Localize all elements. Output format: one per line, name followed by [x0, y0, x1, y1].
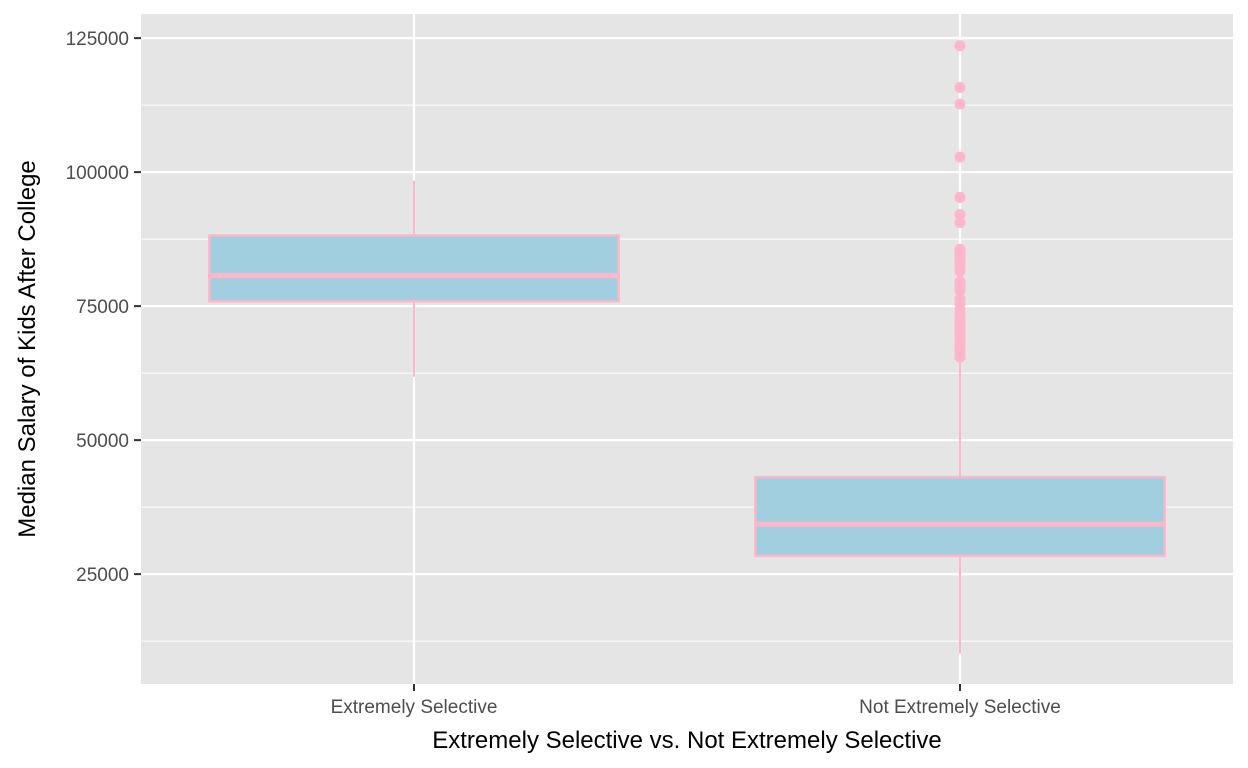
y-tick-label: 50000 — [76, 431, 129, 452]
grid-layer — [141, 14, 1233, 684]
x-tick-label: Extremely Selective — [331, 697, 498, 718]
y-tick-label: 25000 — [76, 565, 129, 586]
x-axis-title: Extremely Selective vs. Not Extremely Se… — [432, 727, 942, 754]
outlier-point — [954, 40, 966, 52]
y-tick-label: 100000 — [66, 163, 129, 184]
outlier-point — [954, 351, 966, 363]
box-group — [754, 40, 1166, 654]
plot-panel — [141, 14, 1233, 684]
outlier-point — [954, 217, 966, 229]
y-tick-label: 75000 — [76, 297, 129, 318]
y-tick-label: 125000 — [66, 29, 129, 50]
box-iqr — [208, 234, 620, 303]
outlier-point — [954, 191, 966, 203]
box-group — [208, 180, 620, 377]
outlier-point — [954, 208, 966, 220]
y-axis-title: Median Salary of Kids After College — [14, 160, 41, 538]
x-tick-label: Not Extremely Selective — [859, 697, 1061, 718]
outlier-point — [954, 151, 966, 163]
box-layer — [208, 40, 1166, 654]
outlier-point — [954, 285, 966, 297]
axis-layer: 25000 50000 75000 100000 125000 Extremely Sel… — [66, 29, 1061, 718]
outlier-point — [954, 81, 966, 93]
box-iqr — [754, 475, 1166, 558]
outlier-point — [954, 98, 966, 110]
outlier-point — [954, 265, 966, 277]
